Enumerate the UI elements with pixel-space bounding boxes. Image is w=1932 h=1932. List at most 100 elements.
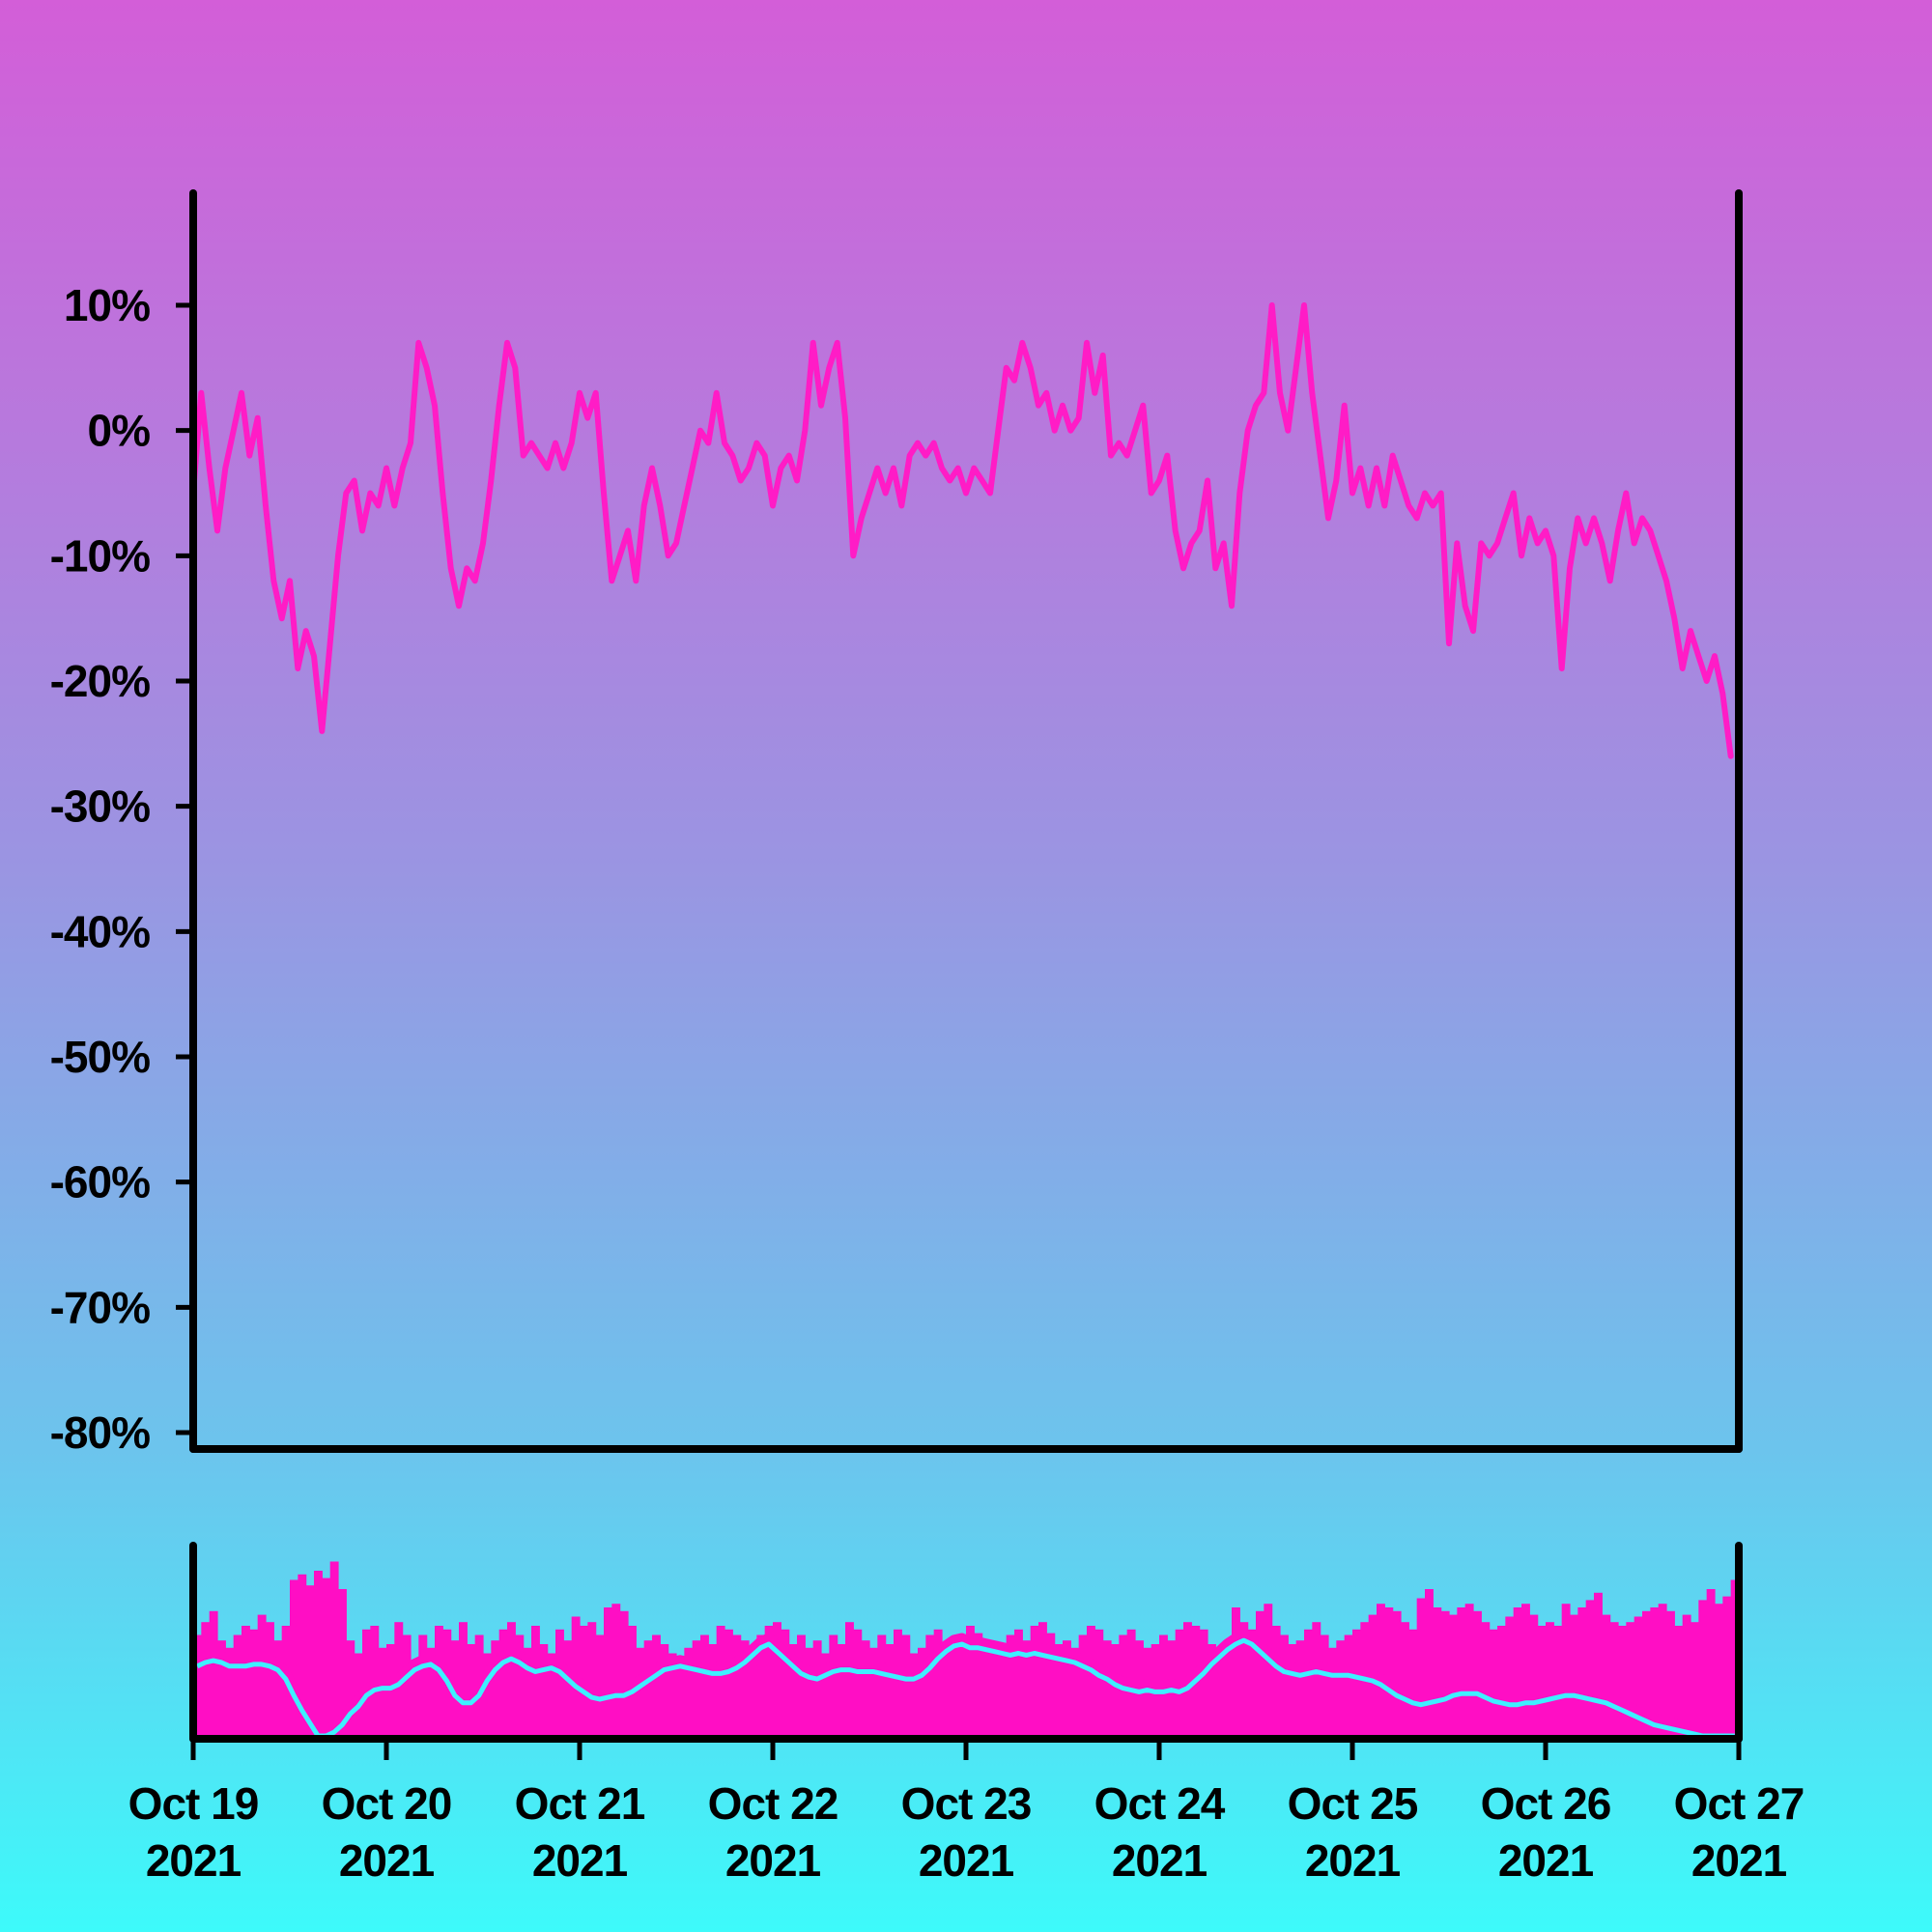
volume-bar bbox=[1344, 1634, 1353, 1736]
volume-bar bbox=[426, 1647, 436, 1736]
volume-bar bbox=[901, 1634, 911, 1736]
x-tick-label-year: 2021 bbox=[919, 1835, 1014, 1886]
volume-bar bbox=[1682, 1614, 1691, 1736]
volume-bar bbox=[290, 1579, 298, 1736]
y-tick-label: -60% bbox=[50, 1157, 150, 1208]
volume-bar bbox=[1513, 1607, 1522, 1736]
volume-bar bbox=[643, 1640, 653, 1736]
volume-bar bbox=[1377, 1604, 1385, 1736]
volume-bar bbox=[459, 1622, 468, 1736]
volume-bar bbox=[692, 1640, 701, 1736]
volume-bar bbox=[346, 1640, 355, 1736]
x-tick-label-year: 2021 bbox=[725, 1835, 821, 1886]
volume-bar bbox=[861, 1640, 870, 1736]
volume-bar bbox=[918, 1647, 926, 1736]
volume-bar bbox=[1102, 1640, 1112, 1736]
y-tick-label: -20% bbox=[50, 656, 150, 706]
x-tick-label-date: Oct 26 bbox=[1481, 1778, 1611, 1829]
volume-bar bbox=[821, 1653, 830, 1736]
volume-bar bbox=[1054, 1644, 1064, 1736]
x-tick-label-date: Oct 22 bbox=[708, 1778, 838, 1829]
volume-bar bbox=[1715, 1604, 1723, 1736]
volume-bar bbox=[314, 1571, 323, 1736]
volume-bar bbox=[708, 1644, 718, 1736]
moving-average-shadow bbox=[194, 1629, 1735, 1736]
y-tick-label: 0% bbox=[88, 406, 151, 456]
volume-bar bbox=[974, 1633, 983, 1736]
volume-bar bbox=[531, 1626, 540, 1736]
volume-bar bbox=[1690, 1622, 1699, 1736]
volume-bar bbox=[1392, 1610, 1402, 1736]
volume-bar bbox=[1304, 1629, 1313, 1736]
volume-bar bbox=[853, 1629, 863, 1736]
volume-bar bbox=[242, 1626, 250, 1736]
volume-bar bbox=[362, 1629, 371, 1736]
volume-bar bbox=[555, 1629, 564, 1736]
volume-bar bbox=[539, 1644, 549, 1736]
volume-bar bbox=[781, 1629, 790, 1736]
volume-bar bbox=[788, 1644, 798, 1736]
volume-bar bbox=[1038, 1622, 1047, 1736]
volume-bar bbox=[660, 1644, 669, 1736]
volume-bar bbox=[201, 1622, 211, 1736]
volume-bar bbox=[684, 1647, 694, 1736]
x-tick-label-date: Oct 25 bbox=[1288, 1778, 1418, 1829]
volume-bar bbox=[797, 1634, 806, 1736]
price-plot bbox=[190, 302, 1734, 759]
volume-bar bbox=[1561, 1604, 1571, 1736]
volume-bar bbox=[636, 1647, 645, 1736]
x-tick-label-date: Oct 20 bbox=[322, 1778, 452, 1829]
x-tick-label-date: Oct 21 bbox=[515, 1778, 645, 1829]
x-tick-label-year: 2021 bbox=[532, 1835, 628, 1886]
volume-bar bbox=[1030, 1626, 1039, 1736]
volume-bar bbox=[1087, 1626, 1095, 1736]
volume-bar bbox=[1078, 1634, 1088, 1736]
volume-bar bbox=[845, 1622, 854, 1736]
volume-bar bbox=[877, 1634, 887, 1736]
volume-bar bbox=[1014, 1629, 1023, 1736]
volume-bar bbox=[909, 1653, 919, 1736]
volume-bar bbox=[1642, 1610, 1651, 1736]
volume-plot bbox=[193, 1561, 1740, 1739]
volume-bar bbox=[305, 1585, 315, 1736]
y-tick-label: -50% bbox=[50, 1032, 150, 1082]
volume-bar bbox=[1401, 1622, 1409, 1736]
volume-bar bbox=[1658, 1604, 1667, 1736]
volume-bar bbox=[1247, 1629, 1257, 1736]
volume-bar bbox=[611, 1604, 621, 1736]
x-tick-label-date: Oct 19 bbox=[128, 1778, 259, 1829]
volume-bar bbox=[411, 1662, 419, 1736]
volume-bar bbox=[1215, 1647, 1225, 1736]
volume-bar bbox=[1650, 1607, 1660, 1736]
volume-bar bbox=[1232, 1607, 1240, 1736]
volume-bar bbox=[249, 1629, 259, 1736]
volume-bar bbox=[1537, 1626, 1547, 1736]
volume-bar bbox=[1271, 1626, 1281, 1736]
volume-bar bbox=[498, 1629, 508, 1736]
volume-bar bbox=[829, 1634, 838, 1736]
volume-bar bbox=[724, 1629, 733, 1736]
volume-bar bbox=[1457, 1607, 1466, 1736]
volume-bar bbox=[1208, 1644, 1216, 1736]
volume-bar bbox=[950, 1640, 959, 1736]
volume-bar bbox=[1546, 1622, 1554, 1736]
volume-bar bbox=[193, 1634, 202, 1736]
volume-bar bbox=[563, 1640, 573, 1736]
volume-bar bbox=[483, 1653, 492, 1736]
x-tick-label-year: 2021 bbox=[1112, 1835, 1208, 1886]
volume-bar bbox=[957, 1634, 967, 1736]
volume-bar bbox=[1328, 1647, 1337, 1736]
volume-bar bbox=[749, 1647, 757, 1736]
volume-bar bbox=[981, 1640, 991, 1736]
volume-bar bbox=[273, 1640, 283, 1736]
volume-bar bbox=[1223, 1640, 1233, 1736]
x-tick-label-year: 2021 bbox=[146, 1835, 242, 1886]
volume-bar bbox=[1529, 1614, 1539, 1736]
y-tick-label: -10% bbox=[50, 530, 150, 581]
volume-bar bbox=[1464, 1604, 1474, 1736]
volume-bar bbox=[1609, 1622, 1619, 1736]
volume-bar bbox=[1577, 1607, 1587, 1736]
volume-bar bbox=[1674, 1626, 1684, 1736]
volume-bar bbox=[1384, 1607, 1394, 1736]
